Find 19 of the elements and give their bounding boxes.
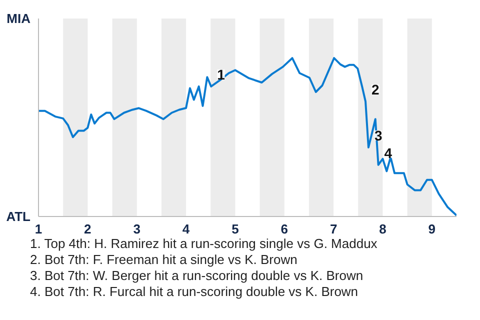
x-tick-label: 7 <box>330 222 338 236</box>
x-tick-label: 2 <box>84 222 92 236</box>
annotation: 3 <box>374 127 382 144</box>
text: 2. Bot 7th: F. Freeman hit a single vs K. Brown <box>30 252 298 268</box>
x-tick-label: 9 <box>428 222 436 236</box>
text: 1. Top 4th: H. Ramirez hit a run-scoring single vs G. Maddux <box>30 236 378 252</box>
text: 3. Bot 7th: W. Berger hit a run-scoring double vs K. Brown <box>30 268 364 284</box>
text: ATL <box>6 209 31 224</box>
x-tick-label: 6 <box>280 222 288 236</box>
annotation: 4 <box>384 144 392 161</box>
x-tick-label: 5 <box>232 222 239 236</box>
x-tick-label: 4 <box>182 222 190 236</box>
annotation: 2 <box>372 82 380 98</box>
text: MIA <box>6 11 32 26</box>
x-tick-label: 1 <box>34 222 42 236</box>
text: 4. Bot 7th: R. Furcal hit a run-scoring double vs K. Brown <box>30 284 360 300</box>
x-tick-label: 3 <box>133 222 140 236</box>
annotation: 1 <box>217 66 226 82</box>
x-tick-label: 8 <box>379 222 386 236</box>
